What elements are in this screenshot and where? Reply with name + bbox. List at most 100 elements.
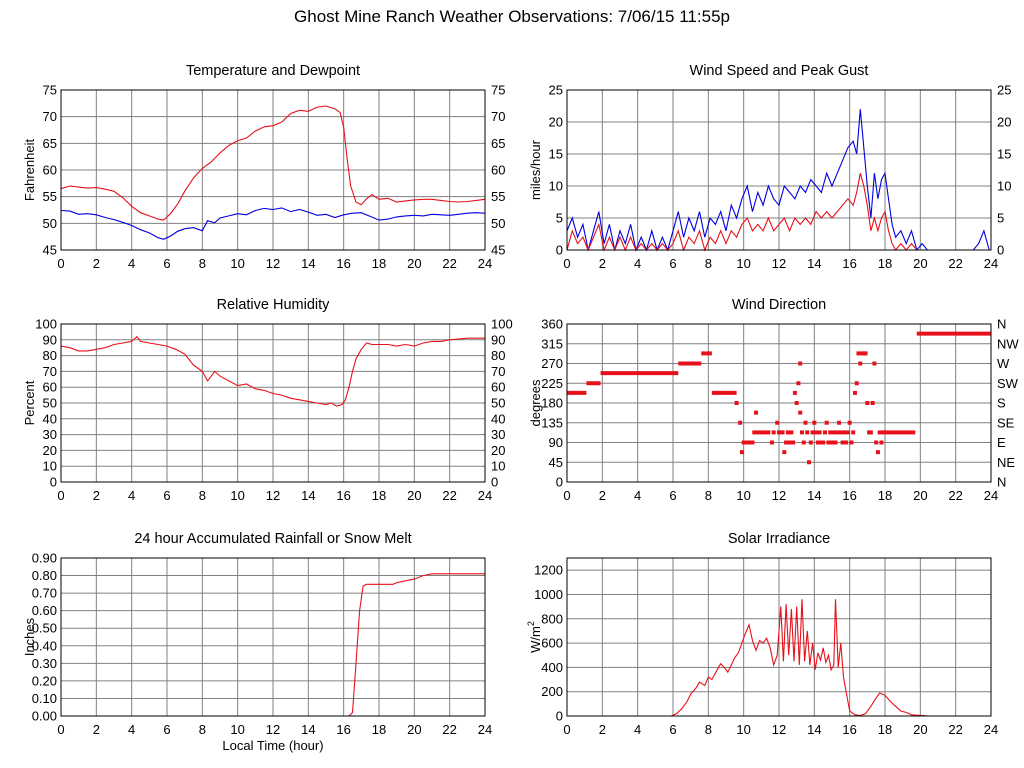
- y-tick-label: 0.40: [32, 638, 57, 653]
- direction-point: [851, 430, 856, 435]
- plot-frame: [60, 557, 486, 717]
- x-tick-label: 12: [266, 722, 280, 737]
- x-tick-label: 24: [984, 722, 998, 737]
- right-tick-label: 45: [491, 243, 505, 258]
- y-tick-label: 0: [556, 243, 563, 258]
- x-tick-label: 10: [736, 488, 750, 503]
- x-tick-label: 4: [634, 722, 641, 737]
- direction-point: [835, 430, 840, 435]
- direction-point: [769, 440, 774, 445]
- x-tick-label: 20: [913, 488, 927, 503]
- direction-point: [872, 361, 877, 366]
- y-tick-label: 0.70: [32, 586, 57, 601]
- y-tick-label: 400: [541, 660, 563, 675]
- y-axis-label: degrees: [528, 379, 543, 426]
- y-tick-label: 60: [43, 163, 57, 178]
- direction-point: [900, 430, 905, 435]
- y-tick-label: 600: [541, 636, 563, 651]
- y-tick-label: 1000: [534, 587, 563, 602]
- y-tick-label: 60: [43, 380, 57, 395]
- right-tick-label: 30: [491, 427, 505, 442]
- direction-point: [865, 401, 870, 405]
- x-tick-label: 2: [599, 488, 606, 503]
- y-tick-label: 1200: [534, 563, 563, 578]
- y-tick-label: 15: [549, 147, 563, 162]
- x-tick-label: 0: [563, 722, 570, 737]
- x-tick-label: 24: [984, 488, 998, 503]
- direction-point: [877, 430, 882, 435]
- right-tick-label: 80: [491, 348, 505, 363]
- direction-point: [826, 440, 831, 445]
- x-tick-label: 8: [199, 488, 206, 503]
- right-tick-label: 75: [491, 83, 505, 98]
- y-tick-label: 10: [549, 179, 563, 194]
- direction-point: [870, 401, 875, 405]
- y-tick-label: 0.10: [32, 691, 57, 706]
- direction-point: [833, 440, 838, 445]
- direction-point: [856, 351, 861, 356]
- direction-point: [808, 440, 813, 445]
- right-tick-label: SW: [997, 376, 1019, 391]
- y-tick-label: 55: [43, 189, 57, 204]
- x-tick-label: 2: [93, 722, 100, 737]
- right-tick-label: E: [997, 435, 1006, 450]
- direction-point: [838, 430, 843, 435]
- x-tick-label: 2: [599, 722, 606, 737]
- x-tick-label: 0: [563, 256, 570, 271]
- direction-point: [798, 410, 803, 415]
- y-tick-label: 90: [43, 332, 57, 347]
- y-tick-label: 45: [549, 455, 563, 470]
- right-tick-label: 90: [491, 332, 505, 347]
- chart-rain: 24 hour Accumulated Rainfall or Snow Mel…: [22, 531, 492, 737]
- direction-point: [828, 430, 833, 435]
- direction-point: [785, 430, 790, 435]
- direction-point: [844, 440, 849, 445]
- x-tick-label: 6: [669, 256, 676, 271]
- x-tick-label: 4: [634, 256, 641, 271]
- y-tick-label: 225: [541, 376, 563, 391]
- y-tick-label: 20: [43, 443, 57, 458]
- x-tick-label: 0: [57, 256, 64, 271]
- direction-point: [875, 450, 880, 455]
- right-tick-label: 20: [491, 443, 505, 458]
- y-axis-label: Inches: [22, 617, 37, 656]
- y-axis-label: Percent: [22, 380, 37, 425]
- direction-point: [822, 430, 827, 435]
- direction-point: [794, 401, 799, 405]
- y-tick-label: 40: [43, 411, 57, 426]
- x-tick-label: 14: [301, 488, 315, 503]
- x-tick-label: 4: [128, 722, 135, 737]
- x-tick-label: 10: [230, 256, 244, 271]
- chart-title: Relative Humidity: [217, 297, 331, 313]
- direction-point: [863, 351, 868, 356]
- right-tick-label: 20: [997, 115, 1011, 130]
- x-tick-label: 12: [266, 256, 280, 271]
- direction-point: [803, 420, 808, 425]
- right-tick-label: 65: [491, 136, 505, 151]
- x-tick-label: 6: [163, 722, 170, 737]
- right-tick-label: S: [997, 396, 1006, 411]
- direction-point: [824, 420, 829, 425]
- x-tick-label: 2: [599, 256, 606, 271]
- direction-point: [796, 381, 801, 386]
- direction-point: [897, 430, 902, 435]
- y-tick-label: 5: [556, 211, 563, 226]
- right-tick-label: 0: [491, 475, 498, 490]
- right-tick-label: N: [997, 475, 1006, 490]
- x-tick-label: 8: [705, 256, 712, 271]
- direction-point: [771, 430, 776, 435]
- x-tick-label: 6: [163, 488, 170, 503]
- x-tick-label: 24: [478, 488, 492, 503]
- x-tick-label: 18: [878, 256, 892, 271]
- direction-point: [847, 420, 852, 425]
- x-tick-label: 14: [807, 256, 821, 271]
- x-tick-label: 16: [842, 256, 856, 271]
- right-tick-label: N: [997, 317, 1006, 332]
- y-tick-label: 70: [43, 364, 57, 379]
- direction-point: [787, 440, 792, 445]
- y-tick-label: 50: [43, 396, 57, 411]
- right-tick-label: NW: [997, 336, 1019, 351]
- x-tick-label: 20: [407, 488, 421, 503]
